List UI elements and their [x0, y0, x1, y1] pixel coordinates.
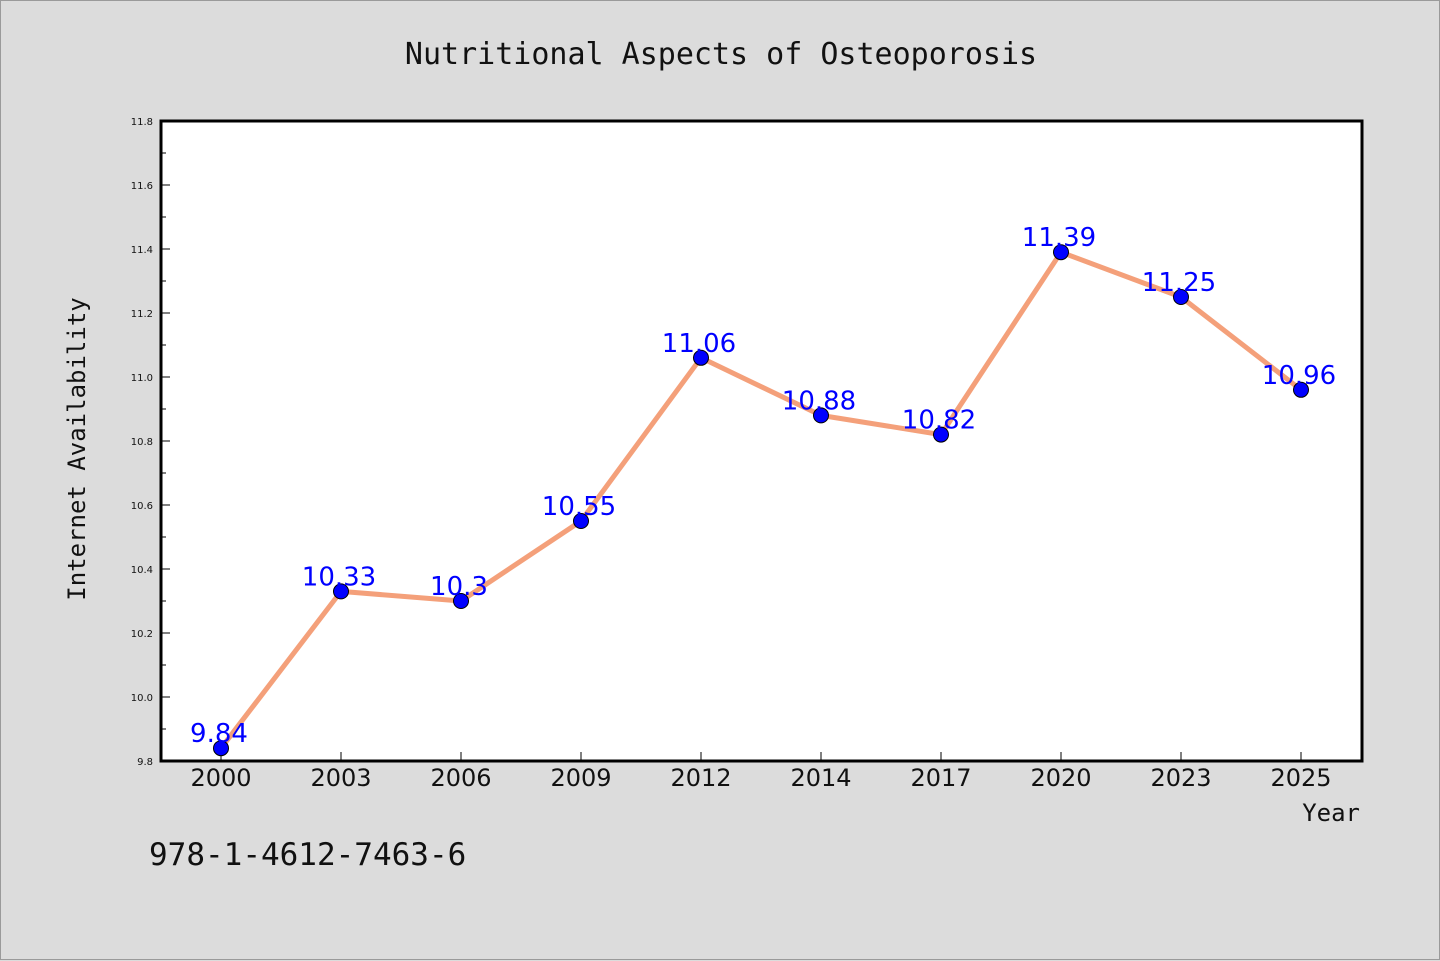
x-tick-label: 2009 — [550, 764, 611, 792]
x-tick-label: 2017 — [910, 764, 971, 792]
data-label: 11.39 — [1022, 223, 1096, 253]
x-tick-label: 2025 — [1270, 764, 1331, 792]
chart-title: Nutritional Aspects of Osteoporosis — [405, 37, 1037, 72]
x-tick-label: 2003 — [310, 764, 371, 792]
x-tick-label: 2023 — [1150, 764, 1211, 792]
data-label: 10.82 — [902, 406, 976, 436]
data-point — [213, 740, 229, 757]
data-label: 10.33 — [302, 562, 376, 592]
data-point — [1293, 381, 1309, 398]
x-tick-label: 2000 — [190, 764, 251, 792]
data-point — [1173, 289, 1189, 305]
y-tick-label: 9.8 — [137, 757, 153, 768]
data-label: 10.96 — [1262, 361, 1336, 391]
x-tick-label: 2014 — [790, 764, 851, 792]
y-axis-ticks: 9.8 10.0 10.2 10.4 10.6 10.8 11.0 11.2 11.4 11.6 1… — [131, 117, 170, 768]
series-layer: 9.84 10.33 10.3 10.55 11.06 10.88 10.82 11.39 11… — [190, 223, 1336, 757]
y-tick-label: 10.2 — [131, 629, 153, 640]
y-tick-label: 11.2 — [131, 309, 153, 320]
x-axis-label: Year — [1302, 799, 1360, 827]
y-tick-label: 11.4 — [131, 245, 153, 256]
x-tick-label: 2020 — [1030, 764, 1091, 792]
data-label: 9.84 — [190, 719, 248, 749]
data-point — [453, 593, 469, 609]
data-label: 10.88 — [782, 386, 856, 416]
plot-frame — [159, 119, 1364, 763]
data-point — [693, 349, 709, 366]
x-tick-label: 2006 — [430, 764, 491, 792]
data-label: 11.06 — [662, 329, 736, 359]
data-label: 11.25 — [1142, 268, 1216, 298]
data-point — [573, 513, 589, 529]
y-tick-label: 10.0 — [131, 693, 153, 704]
y-tick-label: 11.8 — [131, 117, 153, 128]
series-line — [218, 249, 1304, 751]
x-axis-ticks: 2000 2003 2006 2009 2012 2014 2017 2020 2023 2025 — [190, 752, 1332, 792]
y-axis-label: Internet Availability — [63, 297, 91, 600]
data-point — [333, 583, 349, 600]
x-tick-label: 2012 — [670, 764, 731, 792]
y-tick-label: 10.6 — [131, 501, 153, 512]
data-point — [933, 426, 949, 443]
data-point — [1053, 244, 1069, 261]
y-tick-label: 10.4 — [131, 565, 153, 576]
footnote-isbn: 978-1-4612-7463-6 — [149, 837, 466, 873]
y-tick-label: 11.0 — [131, 373, 153, 384]
plot-area — [161, 121, 1362, 761]
data-point — [813, 407, 829, 424]
data-label: 10.3 — [430, 572, 488, 602]
y-tick-label: 10.8 — [131, 437, 153, 448]
y-tick-label: 11.6 — [131, 181, 153, 192]
data-label: 10.55 — [542, 492, 616, 522]
